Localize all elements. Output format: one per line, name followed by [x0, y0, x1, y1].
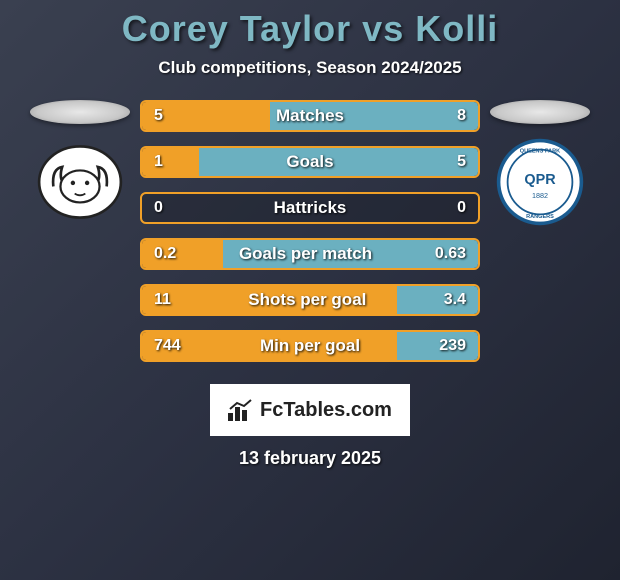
stat-label: Min per goal [181, 336, 440, 356]
stat-value-left: 744 [142, 337, 181, 355]
fctables-logo-icon [228, 399, 254, 421]
page-title: Corey Taylor vs Kolli [0, 8, 620, 50]
club-badge-right: QPR 1882 QUEENS PARK RANGERS [495, 142, 585, 222]
stat-row: 0.2Goals per match0.63 [140, 238, 480, 270]
comparison-card: Corey Taylor vs Kolli Club competitions,… [0, 0, 620, 469]
svg-text:QPR: QPR [524, 172, 556, 188]
stat-value-right: 0 [457, 199, 478, 217]
branding-text: FcTables.com [260, 399, 392, 422]
stat-value-left: 1 [142, 153, 163, 171]
date-text: 13 february 2025 [0, 448, 620, 469]
club-badge-left [35, 142, 125, 222]
stat-value-left: 11 [142, 291, 171, 309]
stat-value-right: 5 [457, 153, 478, 171]
stat-value-left: 0.2 [142, 245, 176, 263]
subtitle: Club competitions, Season 2024/2025 [0, 58, 620, 78]
stat-label: Goals per match [176, 244, 435, 264]
player-left-column [30, 100, 130, 222]
stat-label: Hattricks [163, 198, 457, 218]
player-left-avatar [30, 100, 130, 124]
svg-text:QUEENS PARK: QUEENS PARK [520, 148, 560, 154]
stat-label: Shots per goal [171, 290, 444, 310]
svg-text:1882: 1882 [532, 191, 548, 200]
svg-text:RANGERS: RANGERS [526, 214, 554, 220]
stat-row: 0Hattricks0 [140, 192, 480, 224]
stat-value-right: 0.63 [435, 245, 478, 263]
stats-panel: 5Matches81Goals50Hattricks00.2Goals per … [140, 100, 480, 362]
stat-value-left: 5 [142, 107, 163, 125]
stat-label: Goals [163, 152, 457, 172]
player-right-column: QPR 1882 QUEENS PARK RANGERS [490, 100, 590, 222]
stat-value-right: 239 [439, 337, 478, 355]
stat-row: 744Min per goal239 [140, 330, 480, 362]
stat-row: 11Shots per goal3.4 [140, 284, 480, 316]
stat-value-right: 8 [457, 107, 478, 125]
stat-label: Matches [163, 106, 457, 126]
main-row: 5Matches81Goals50Hattricks00.2Goals per … [0, 100, 620, 362]
stat-row: 1Goals5 [140, 146, 480, 178]
stat-row: 5Matches8 [140, 100, 480, 132]
stat-value-right: 3.4 [444, 291, 478, 309]
derby-ram-icon [35, 142, 125, 222]
branding-box: FcTables.com [210, 384, 410, 436]
stat-value-left: 0 [142, 199, 163, 217]
qpr-crest-icon: QPR 1882 QUEENS PARK RANGERS [495, 137, 585, 227]
player-right-avatar [490, 100, 590, 124]
